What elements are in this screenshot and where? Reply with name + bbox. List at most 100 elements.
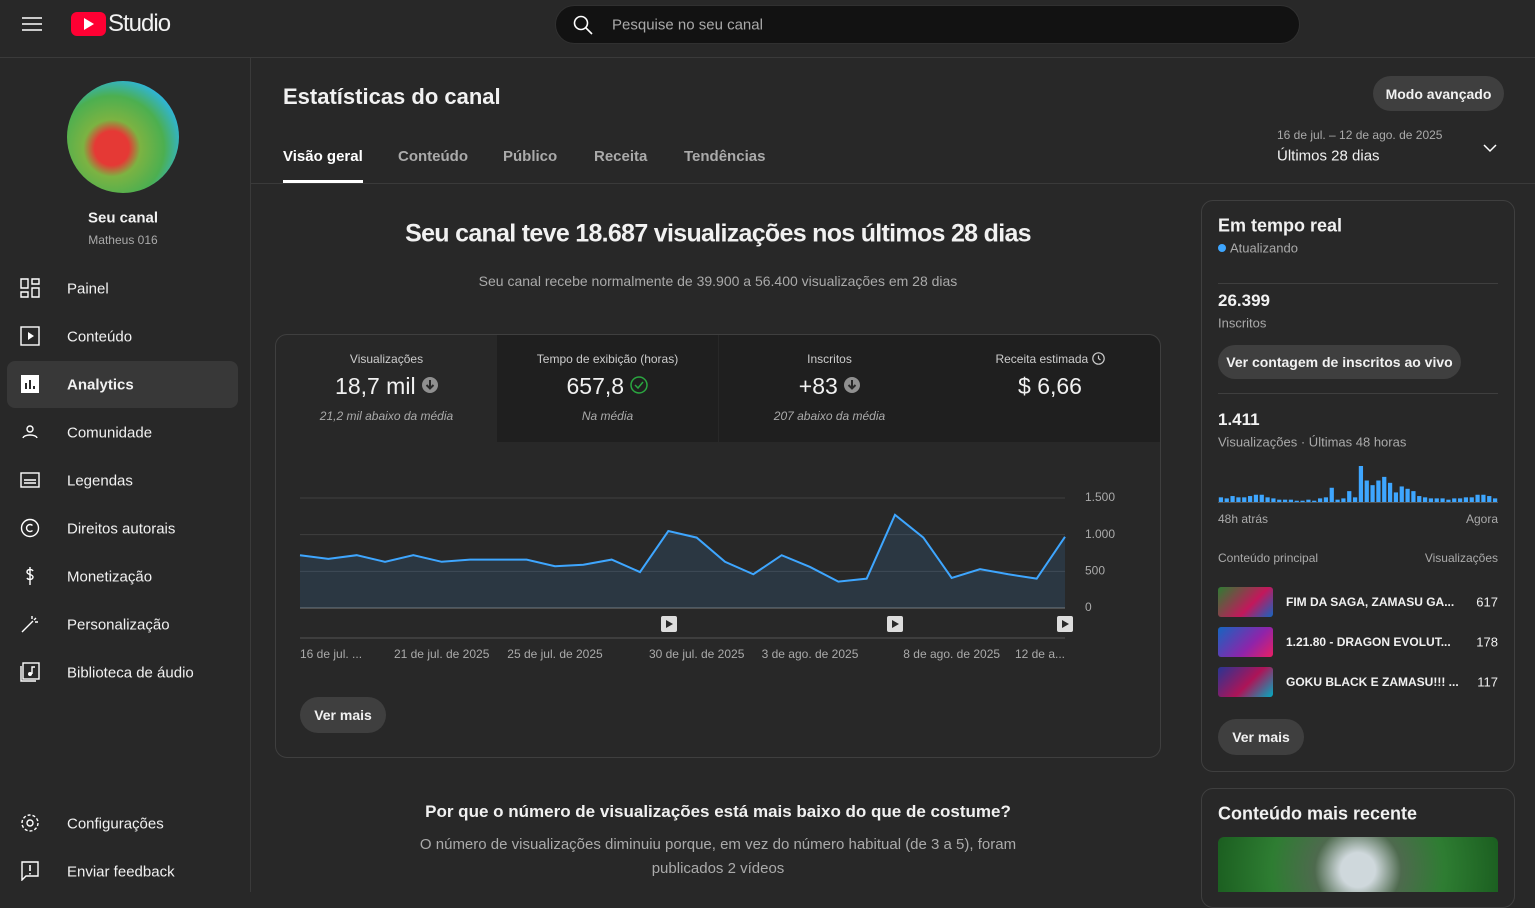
live-count-button[interactable]: Ver contagem de inscritos ao vivo bbox=[1218, 345, 1461, 379]
bar bbox=[1271, 498, 1276, 502]
nav-item[interactable]: Configurações bbox=[7, 800, 238, 847]
recent-thumbnail[interactable] bbox=[1218, 837, 1498, 892]
top-title: 1.21.80 - DRAGON EVOLUT... bbox=[1286, 635, 1451, 649]
bar bbox=[1306, 499, 1311, 502]
channel-name: Matheus 016 bbox=[88, 233, 158, 247]
below-icon bbox=[844, 377, 861, 393]
date-range[interactable]: 16 de jul. – 12 de ago. de 2025 bbox=[1277, 128, 1443, 142]
tab-underline bbox=[283, 180, 363, 183]
nav-item[interactable]: Direitos autorais bbox=[7, 505, 238, 552]
more-button[interactable]: Ver mais bbox=[1218, 719, 1304, 755]
nav-icon bbox=[21, 861, 39, 881]
bar bbox=[1294, 500, 1299, 502]
bar bbox=[1300, 500, 1305, 502]
logo-text[interactable]: Studio bbox=[108, 10, 171, 37]
bar bbox=[1247, 496, 1253, 502]
bar bbox=[1422, 497, 1428, 502]
metric-value: 18,7 mil bbox=[276, 373, 497, 400]
top-row[interactable]: 1.21.80 - DRAGON EVOLUT... 178 bbox=[1218, 627, 1498, 657]
top-views: 178 bbox=[1476, 634, 1498, 650]
bar bbox=[1265, 497, 1270, 502]
logo-icon[interactable] bbox=[71, 12, 106, 36]
period-chevron[interactable] bbox=[1483, 143, 1497, 153]
top-views: 617 bbox=[1476, 594, 1498, 610]
channel-title: Seu canal bbox=[87, 209, 159, 227]
tab[interactable]: Conteúdo bbox=[398, 148, 468, 165]
metric-note: Na média bbox=[581, 409, 634, 423]
avatar[interactable] bbox=[67, 81, 179, 193]
end-label: Agora bbox=[1465, 512, 1498, 526]
y-tick-label: 1.000 bbox=[1085, 527, 1115, 541]
realtime-title: Em tempo real bbox=[1218, 215, 1343, 236]
metric-cell[interactable]: Visualizações 18,7 mil 21,2 mil abaixo d… bbox=[276, 335, 497, 442]
nav-label: Monetização bbox=[67, 568, 153, 585]
x-tick-label: 30 de jul. de 2025 bbox=[649, 647, 745, 661]
metric-cell[interactable]: Tempo de exibição (horas) 657,8 Na média bbox=[497, 335, 718, 442]
bar bbox=[1393, 492, 1399, 502]
nav-item[interactable]: Conteúdo bbox=[7, 313, 238, 360]
metric-cell[interactable]: Inscritos +83 207 abaixo da média bbox=[719, 335, 940, 442]
nav-icon bbox=[20, 518, 40, 538]
more-button[interactable]: Ver mais bbox=[300, 697, 386, 733]
bar bbox=[1358, 466, 1364, 502]
page-title: Estatísticas do canal bbox=[283, 84, 501, 109]
top-row[interactable]: GOKU BLACK E ZAMASU!!! ... 117 bbox=[1218, 667, 1498, 697]
bar bbox=[1434, 498, 1439, 502]
below-icon bbox=[421, 377, 438, 393]
explanation-title: Por que o número de visualizações está m… bbox=[425, 802, 1011, 821]
metric-cell[interactable]: Receita estimada $ 6,66 bbox=[940, 335, 1160, 442]
nav-item[interactable]: Enviar feedback bbox=[7, 848, 238, 895]
nav-item[interactable]: Legendas bbox=[7, 457, 238, 504]
nav-item[interactable]: Analytics bbox=[7, 361, 238, 408]
nav-item[interactable]: Painel bbox=[7, 265, 238, 312]
bar bbox=[1312, 500, 1317, 502]
tab[interactable]: Visão geral bbox=[283, 148, 363, 165]
bar bbox=[1440, 498, 1445, 502]
nav-label: Analytics bbox=[67, 376, 134, 393]
nav-icon bbox=[26, 567, 34, 585]
divider bbox=[1218, 283, 1498, 284]
top-row[interactable]: FIM DA SAGA, ZAMASU GA... 617 bbox=[1218, 587, 1498, 617]
bar bbox=[1288, 499, 1294, 502]
metric-note: 21,2 mil abaixo da média bbox=[319, 409, 454, 423]
tab[interactable]: Tendências bbox=[684, 148, 766, 165]
bar bbox=[1323, 497, 1329, 502]
subline: Seu canal recebe normalmente de 39.900 a… bbox=[478, 273, 958, 289]
period[interactable]: Últimos 28 dias bbox=[1277, 147, 1380, 165]
y-tick-label: 500 bbox=[1085, 564, 1105, 578]
bar bbox=[1411, 491, 1416, 502]
upload-marker[interactable] bbox=[661, 616, 677, 632]
bar bbox=[1481, 494, 1486, 502]
bar bbox=[1405, 488, 1410, 502]
top-header: Conteúdo principal bbox=[1218, 551, 1319, 565]
tab[interactable]: Receita bbox=[594, 148, 648, 165]
bar bbox=[1382, 476, 1387, 502]
nav-item[interactable]: Monetização bbox=[7, 553, 238, 600]
nav-item[interactable]: Personalização bbox=[7, 601, 238, 648]
explanation-text: O número de visualizações diminuiu porqu… bbox=[419, 836, 1017, 877]
nav-icon bbox=[20, 472, 40, 488]
upload-marker[interactable] bbox=[1057, 616, 1073, 632]
x-tick-label: 21 de jul. de 2025 bbox=[394, 647, 490, 661]
bar bbox=[1259, 494, 1264, 502]
nav-item[interactable]: Comunidade bbox=[7, 409, 238, 456]
nav-icon bbox=[20, 662, 40, 682]
menu-icon[interactable] bbox=[22, 16, 42, 32]
bar bbox=[1399, 486, 1404, 502]
nav-label: Biblioteca de áudio bbox=[67, 664, 194, 681]
tab[interactable]: Público bbox=[503, 148, 558, 165]
bar bbox=[1317, 498, 1323, 502]
search-box[interactable]: Pesquise no seu canal bbox=[555, 5, 1300, 44]
area bbox=[300, 514, 1065, 608]
overview-card bbox=[275, 334, 1161, 758]
nav-item[interactable]: Biblioteca de áudio bbox=[7, 649, 238, 696]
realtime-status: Atualizando bbox=[1230, 240, 1298, 256]
bar bbox=[1446, 499, 1451, 502]
metric-value: +83 bbox=[719, 373, 940, 400]
bar bbox=[1236, 497, 1241, 502]
upload-marker[interactable] bbox=[887, 616, 903, 632]
start-label: 48h atrás bbox=[1218, 512, 1269, 526]
metric-label: Tempo de exibição (horas) bbox=[536, 352, 679, 366]
bar bbox=[1457, 498, 1463, 502]
advanced-button[interactable]: Modo avançado bbox=[1373, 76, 1504, 111]
